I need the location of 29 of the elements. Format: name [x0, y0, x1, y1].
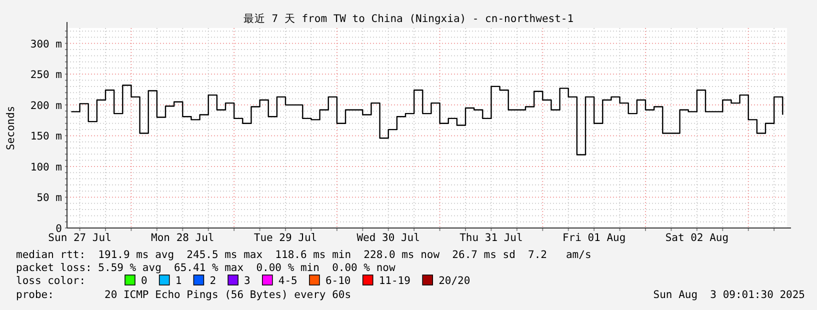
- legend-label: 4-5: [278, 275, 298, 287]
- legend-label: 1: [175, 275, 182, 287]
- y-tick-label: 250 m: [30, 69, 62, 82]
- y-tick-label: 300 m: [30, 38, 62, 50]
- legend-label: 6-10: [325, 275, 351, 287]
- text: loss color:: [16, 275, 86, 287]
- x-tick-label: Thu 31 Jul: [460, 232, 523, 244]
- legend-label: 3: [244, 275, 250, 287]
- y-tick-label: 50 m: [36, 192, 62, 204]
- x-tick-label: Mon 28 Jul: [151, 232, 214, 244]
- x-tick-label: Tue 29 Jul: [254, 232, 318, 244]
- x-tick-label: Sat 02 Aug: [665, 232, 729, 244]
- text: Sun Aug 3 09:01:30 2025: [653, 289, 805, 301]
- legend-label: 11-19: [378, 275, 410, 287]
- text: packet loss: 5.59 % avg 65.41 % max 0.00 % min 0.00 % now: [16, 262, 396, 274]
- x-tick-label: Wed 30 Jul: [356, 232, 420, 244]
- y-tick-label: 200 m: [30, 100, 62, 112]
- text: probe: 20 ICMP Echo Pings (56 Bytes) every 60s: [16, 289, 352, 301]
- y-tick-label: 150 m: [30, 130, 62, 143]
- y-axis-title: Seconds: [5, 106, 17, 150]
- legend-label: 2: [210, 275, 216, 287]
- text: median rtt: 191.9 ms avg 245.5 ms max 118.6 ms min 228.0 ms now 26.7 ms sd 7.2 am/s: [16, 249, 592, 261]
- chart-title: 最近 7 天 from TW to China (Ningxia) - cn-northwest-1: [243, 12, 574, 25]
- y-tick-label: 100 m: [30, 161, 62, 174]
- y-tick-label: 0: [56, 223, 62, 235]
- legend-label: 20/20: [438, 275, 470, 287]
- legend-label: 0: [141, 275, 148, 287]
- x-tick-label: Fri 01 Aug: [562, 232, 626, 244]
- x-tick-label: Sun 27 Jul: [48, 232, 112, 244]
